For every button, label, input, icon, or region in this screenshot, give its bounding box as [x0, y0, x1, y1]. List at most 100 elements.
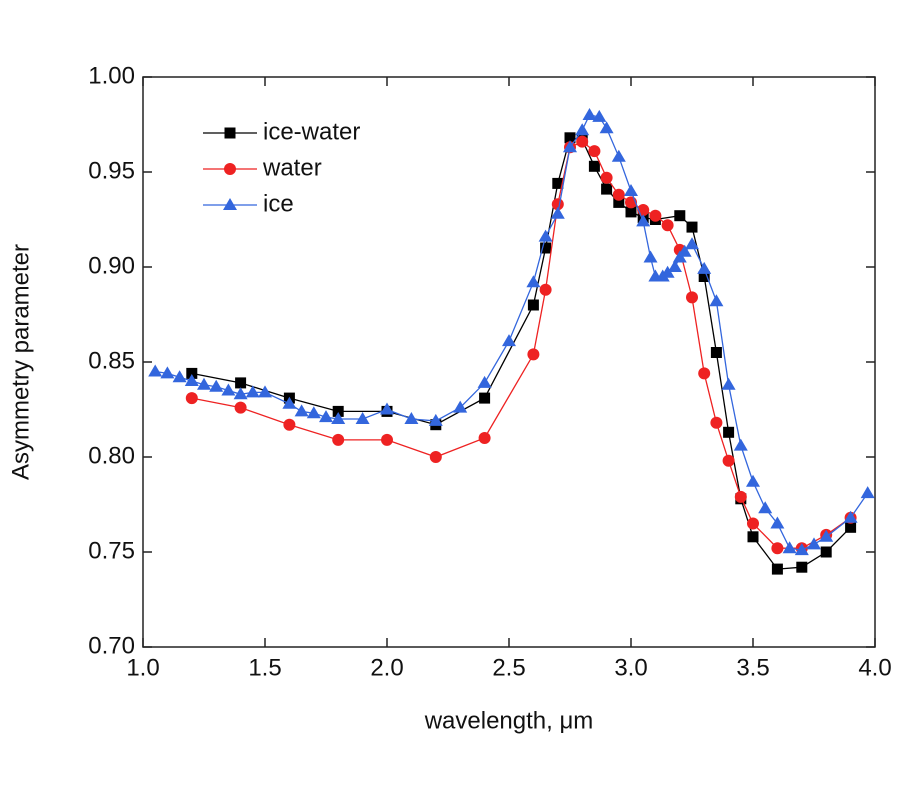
marker [710, 416, 723, 429]
y-tick-label: 0.80 [88, 442, 135, 469]
marker [429, 451, 442, 463]
x-tick-label: 4.0 [858, 654, 891, 681]
marker [686, 221, 698, 233]
marker [612, 188, 625, 201]
marker [625, 206, 637, 218]
marker [819, 529, 834, 542]
marker [233, 387, 248, 400]
marker [771, 563, 783, 575]
marker [453, 400, 468, 413]
marker [209, 379, 224, 392]
marker [258, 385, 272, 398]
marker [667, 260, 682, 272]
marker [613, 196, 625, 208]
marker [575, 123, 590, 136]
x-axis-label: wavelength, μm [424, 707, 594, 734]
marker [660, 265, 675, 278]
marker [563, 140, 577, 153]
marker [709, 294, 724, 307]
x-tick-label: 2.0 [370, 654, 403, 681]
y-tick-label: 1.00 [88, 62, 135, 89]
marker [294, 404, 309, 417]
marker [636, 214, 651, 227]
marker [160, 366, 175, 379]
marker [592, 109, 607, 122]
marker [722, 454, 735, 467]
marker [540, 242, 552, 254]
marker [820, 546, 832, 558]
marker [674, 210, 686, 222]
marker [746, 474, 760, 487]
x-tick-label: 3.5 [736, 654, 769, 681]
marker [185, 392, 198, 405]
marker [723, 426, 735, 438]
marker [479, 392, 491, 404]
marker [221, 383, 236, 396]
marker [224, 127, 236, 139]
y-axis-label: Asymmetry parameter [7, 244, 34, 480]
x-tick-label: 3.0 [614, 654, 647, 681]
marker [747, 517, 759, 530]
marker [186, 367, 198, 379]
marker [184, 374, 199, 386]
marker [734, 490, 747, 503]
marker [576, 135, 589, 148]
legend-label: ice-water [263, 118, 360, 145]
marker [526, 275, 541, 288]
marker [319, 410, 333, 423]
x-tick-label: 2.5 [492, 654, 525, 681]
marker [649, 209, 662, 222]
marker [582, 108, 597, 120]
marker [782, 541, 797, 554]
marker [698, 367, 711, 380]
marker [733, 438, 748, 451]
marker [685, 237, 699, 250]
marker [527, 348, 540, 361]
marker [332, 405, 344, 417]
marker [624, 184, 638, 196]
x-tick-label: 1.5 [248, 654, 281, 681]
marker [550, 206, 565, 219]
marker [223, 198, 237, 210]
x-tick-label: 1.0 [126, 654, 159, 681]
marker [245, 385, 260, 398]
marker [551, 198, 564, 211]
marker [686, 291, 698, 304]
marker [845, 521, 857, 533]
y-tick-label: 0.90 [88, 252, 135, 279]
y-tick-label: 0.70 [88, 632, 135, 659]
marker [502, 334, 516, 347]
marker [794, 543, 809, 556]
marker [698, 271, 710, 282]
marker [677, 244, 692, 257]
legend-label: ice [263, 190, 294, 217]
marker [860, 486, 875, 499]
plot-frame [142, 76, 876, 648]
marker [643, 250, 658, 263]
marker [600, 171, 613, 184]
y-tick-label: 0.95 [88, 157, 135, 184]
marker [807, 537, 821, 550]
marker [381, 433, 393, 446]
y-tick-label: 0.75 [88, 537, 135, 564]
marker [601, 183, 613, 195]
marker [527, 299, 539, 311]
marker [224, 163, 236, 175]
marker [747, 531, 759, 543]
marker [552, 177, 564, 189]
marker [234, 401, 247, 414]
marker [770, 516, 785, 529]
marker [172, 370, 187, 383]
marker [758, 501, 773, 514]
marker [283, 418, 296, 431]
marker [428, 413, 443, 426]
marker [477, 375, 492, 388]
marker [661, 219, 674, 232]
marker [697, 261, 712, 274]
marker [539, 283, 552, 296]
marker [197, 377, 211, 390]
marker [538, 229, 553, 242]
marker [148, 364, 163, 377]
marker [478, 432, 491, 444]
